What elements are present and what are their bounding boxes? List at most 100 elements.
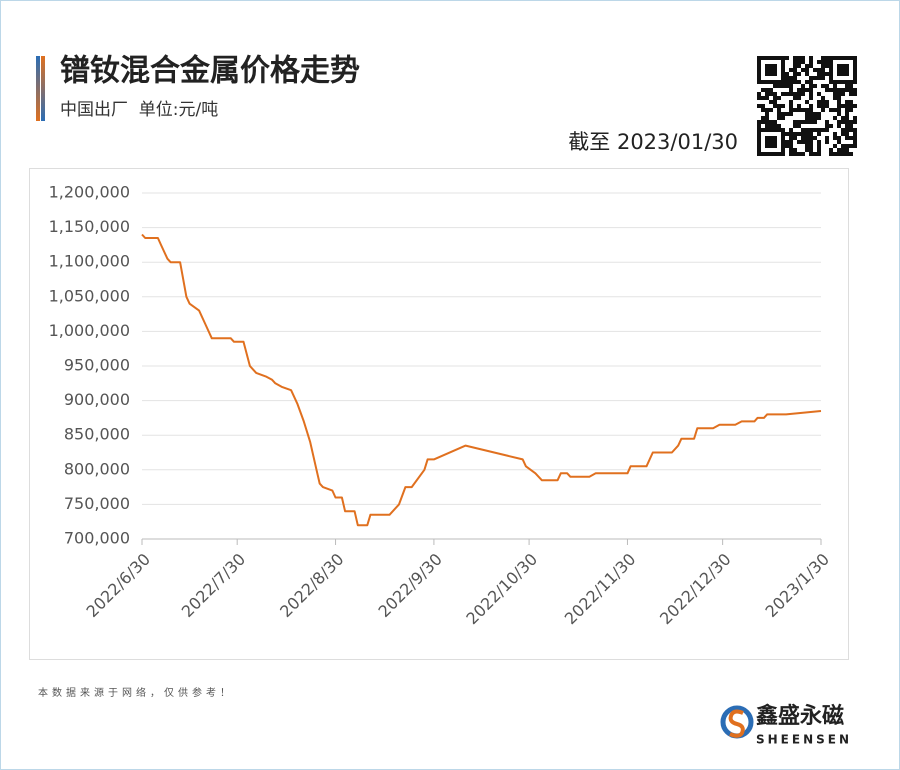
qr-cell — [789, 144, 793, 148]
qr-cell — [805, 144, 809, 148]
qr-cell — [793, 132, 797, 136]
qr-cell — [853, 92, 857, 96]
qr-cell — [833, 96, 837, 100]
qr-cell — [789, 136, 793, 140]
qr-cell — [797, 96, 801, 100]
qr-cell — [837, 152, 841, 156]
qr-cell — [833, 84, 837, 88]
qr-finder — [765, 136, 777, 148]
qr-cell — [793, 124, 797, 128]
y-tick-label: 1,050,000 — [49, 286, 130, 305]
qr-cell — [825, 104, 829, 108]
qr-cell — [801, 152, 805, 156]
qr-cell — [809, 56, 813, 60]
plot-frame — [29, 168, 849, 660]
qr-cell — [833, 108, 837, 112]
qr-finder — [829, 56, 857, 84]
qr-cell — [837, 96, 841, 100]
qr-cell — [793, 96, 797, 100]
qr-cell — [817, 72, 821, 76]
qr-cell — [797, 56, 801, 60]
qr-cell — [817, 128, 821, 132]
qr-cell — [789, 76, 793, 80]
qr-cell — [777, 124, 781, 128]
qr-cell — [805, 80, 809, 84]
qr-finder — [757, 128, 785, 156]
y-tick-label: 750,000 — [64, 494, 130, 513]
qr-cell — [853, 128, 857, 132]
qr-cell — [801, 140, 805, 144]
qr-cell — [817, 112, 821, 116]
qr-cell — [793, 64, 797, 68]
qr-cell — [825, 72, 829, 76]
qr-cell — [829, 148, 833, 152]
qr-cell — [789, 68, 793, 72]
qr-cell — [757, 96, 761, 100]
qr-cell — [769, 88, 773, 92]
qr-cell — [849, 100, 853, 104]
qr-cell — [801, 128, 805, 132]
date-note: 截至 2023/01/30 — [568, 130, 738, 154]
y-tick-label: 900,000 — [64, 390, 130, 409]
qr-cell — [841, 104, 845, 108]
qr-cell — [813, 120, 817, 124]
qr-cell — [785, 132, 789, 136]
qr-cell — [853, 144, 857, 148]
qr-cell — [829, 124, 833, 128]
qr-cell — [821, 100, 825, 104]
qr-cell — [833, 132, 837, 136]
qr-cell — [813, 68, 817, 72]
qr-cell — [821, 76, 825, 80]
qr-cell — [789, 132, 793, 136]
accent — [36, 56, 40, 121]
qr-cell — [817, 144, 821, 148]
qr-cell — [805, 136, 809, 140]
qr-cell — [793, 76, 797, 80]
qr-cell — [853, 132, 857, 136]
qr-cell — [805, 88, 809, 92]
qr-cell — [837, 124, 841, 128]
qr-cell — [761, 88, 765, 92]
qr-cell — [837, 104, 841, 108]
qr-cell — [801, 84, 805, 88]
qr-cell — [825, 84, 829, 88]
qr-cell — [821, 128, 825, 132]
qr-cell — [773, 84, 777, 88]
qr-cell — [837, 92, 841, 96]
qr-cell — [797, 72, 801, 76]
qr-cell — [841, 144, 845, 148]
qr-cell — [853, 140, 857, 144]
qr-cell — [809, 152, 813, 156]
qr-cell — [761, 116, 765, 120]
brand: 鑫盛永磁 — [756, 703, 844, 729]
qr-cell — [849, 88, 853, 92]
qr-cell — [813, 84, 817, 88]
qr-cell — [837, 136, 841, 140]
logo — [720, 705, 754, 739]
qr-cell — [797, 88, 801, 92]
qr-cell — [789, 112, 793, 116]
qr-cell — [801, 108, 805, 112]
qr-cell — [809, 144, 813, 148]
qr-cell — [845, 116, 849, 120]
qr-cell — [845, 124, 849, 128]
qr-cell — [841, 128, 845, 132]
qr-finder — [837, 64, 849, 76]
qr-cell — [817, 152, 821, 156]
qr-cell — [809, 84, 813, 88]
qr-cell — [845, 136, 849, 140]
qr-cell — [833, 144, 837, 148]
qr-cell — [809, 92, 813, 96]
qr-cell — [841, 88, 845, 92]
qr-cell — [833, 92, 837, 96]
qr-cell — [833, 116, 837, 120]
qr-cell — [849, 84, 853, 88]
qr-cell — [765, 92, 769, 96]
qr-cell — [809, 116, 813, 120]
qr-cell — [765, 124, 769, 128]
qr-cell — [793, 56, 797, 60]
qr-cell — [765, 88, 769, 92]
qr-cell — [837, 100, 841, 104]
qr-cell — [841, 116, 845, 120]
